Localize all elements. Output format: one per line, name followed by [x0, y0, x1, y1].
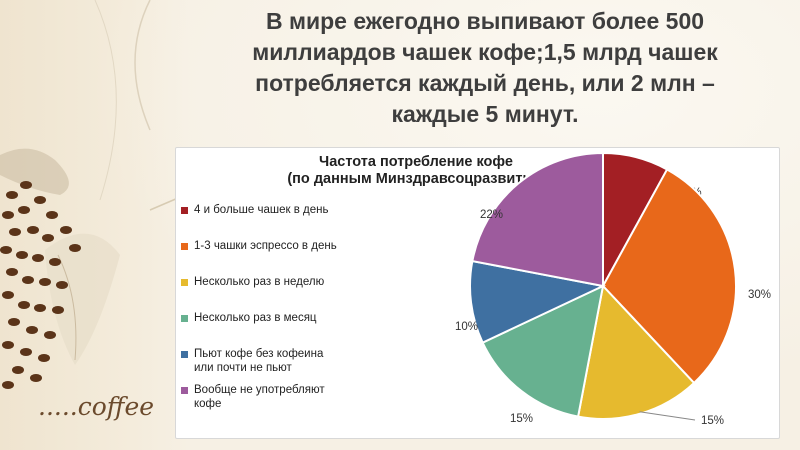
- legend-item: Вообще не употребляют кофе: [181, 383, 325, 411]
- pie-slice: [601, 168, 737, 385]
- legend-label: Несколько раз в неделю: [194, 276, 325, 288]
- pie-data-label: 15%: [701, 415, 724, 427]
- coffee-decoration: [0, 0, 186, 389]
- pie-leader-line: [639, 411, 696, 421]
- legend-swatch: [181, 351, 188, 358]
- pie-chart: 8%30%15%15%10%22%: [455, 151, 771, 427]
- legend-swatch: [181, 279, 188, 286]
- chart-title-line2: (по данным Минздравсоцразвития): [287, 171, 545, 187]
- pie-data-label: 22%: [480, 209, 503, 221]
- pie-data-label: 30%: [748, 289, 771, 301]
- legend-item: 4 и больше чашек в день: [181, 203, 328, 217]
- legend-swatch: [181, 207, 188, 214]
- chart-title: Частота потребление кофе (по данным Минз…: [176, 154, 656, 188]
- legend-swatch: [181, 387, 188, 394]
- pie-slice: [481, 284, 605, 418]
- pie-data-label: 15%: [510, 413, 533, 425]
- pie-slice: [469, 259, 607, 344]
- legend-label: Пьют кофе без кофеина или почти не пьют: [194, 348, 324, 374]
- coffee-decor-text: .....coffee: [38, 392, 155, 421]
- pie-slice: [576, 283, 696, 420]
- legend-item: 1-3 чашки эспрессо в день: [181, 239, 337, 253]
- legend-label: Несколько раз в месяц: [194, 312, 317, 324]
- legend-label: 1-3 чашки эспрессо в день: [194, 240, 337, 252]
- legend-item: Несколько раз в неделю: [181, 275, 324, 289]
- legend-label: Вообще не употребляют кофе: [194, 384, 325, 410]
- page-headline: В мире ежегодно выпивают более 500 милли…: [252, 8, 718, 127]
- chart-title-line1: Частота потребление кофе: [319, 154, 513, 170]
- legend-label: 4 и больше чашек в день: [194, 204, 329, 216]
- legend-item: Пьют кофе без кофеина или почти не пьют: [181, 347, 323, 375]
- chart-panel: Частота потребление кофе (по данным Минз…: [175, 147, 780, 439]
- legend-swatch: [181, 243, 188, 250]
- legend-swatch: [181, 315, 188, 322]
- pie-data-label: 10%: [455, 321, 478, 333]
- pie-slice: [471, 151, 604, 288]
- legend-item: Несколько раз в месяц: [181, 311, 317, 325]
